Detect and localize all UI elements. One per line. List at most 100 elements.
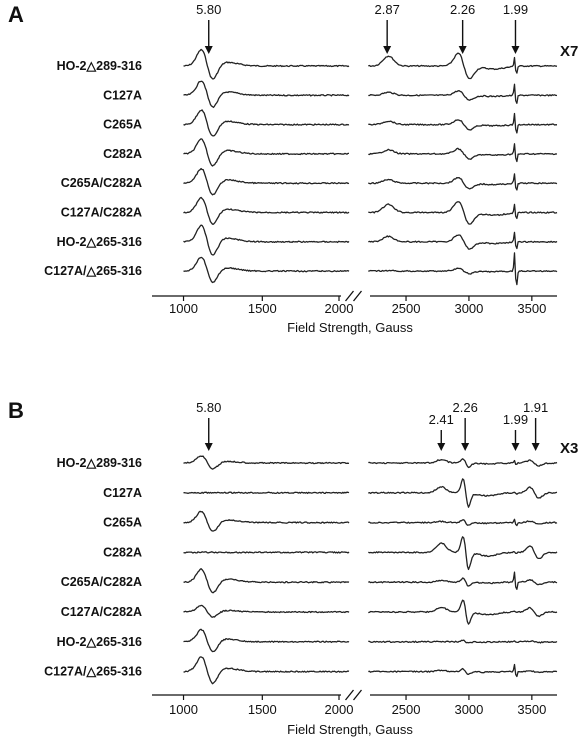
axis-break-mark bbox=[352, 689, 363, 701]
g-value-label: 2.87 bbox=[375, 2, 400, 17]
g-value-arrowhead bbox=[458, 46, 467, 54]
epr-trace-left bbox=[183, 80, 350, 109]
epr-trace-left bbox=[183, 628, 350, 653]
g-value-label: 2.41 bbox=[429, 412, 454, 427]
epr-trace-left bbox=[183, 604, 350, 618]
scale-factor-label: X7 bbox=[560, 43, 578, 60]
sample-label: C127A/C282A bbox=[61, 605, 142, 619]
x-tick-label: 2000 bbox=[325, 301, 354, 316]
epr-trace-right bbox=[368, 639, 558, 644]
g-value-label: 1.99 bbox=[503, 2, 528, 17]
x-tick-label: 2500 bbox=[392, 702, 421, 717]
epr-trace-left bbox=[183, 196, 350, 225]
x-tick-label: 1500 bbox=[248, 301, 277, 316]
g-value-label: 2.26 bbox=[453, 400, 478, 415]
panel-letter: A bbox=[8, 2, 24, 27]
epr-trace-right bbox=[368, 231, 558, 250]
sample-label: C127A/C282A bbox=[61, 206, 142, 220]
epr-trace-right bbox=[368, 571, 558, 590]
sample-label: C127A bbox=[103, 88, 142, 102]
sample-label: C127A/△265-316 bbox=[44, 264, 142, 278]
panel-b: B X3 5.80 2.412.26 1.991.91 HO-2△289-316 C127A… bbox=[8, 398, 578, 737]
epr-trace-right bbox=[368, 52, 558, 80]
g-value-marker: 1.99 bbox=[503, 412, 528, 451]
g-value-marker: 5.80 bbox=[196, 400, 221, 451]
axis-break-mark bbox=[352, 290, 363, 302]
g-value-arrowhead bbox=[204, 46, 213, 54]
g-value-arrowhead bbox=[437, 443, 446, 451]
sample-label: C127A/△265-316 bbox=[44, 665, 142, 679]
g-value-arrowhead bbox=[461, 443, 470, 451]
g-value-arrowhead bbox=[531, 443, 540, 451]
g-value-label: 5.80 bbox=[196, 2, 221, 17]
panel-a: A X7 5.80 2.87 2.26 1.99 HO-2△289-316 C127A C265… bbox=[8, 2, 578, 335]
sample-label: HO-2△265-316 bbox=[57, 635, 142, 649]
epr-trace-right bbox=[368, 663, 558, 678]
epr-trace-right bbox=[368, 173, 558, 191]
epr-trace-right bbox=[368, 536, 558, 571]
g-value-label: 2.26 bbox=[450, 2, 475, 17]
epr-trace-left bbox=[183, 224, 350, 256]
epr-trace-right bbox=[368, 252, 558, 286]
g-value-arrowhead bbox=[383, 46, 392, 54]
epr-trace-right bbox=[368, 478, 558, 508]
g-value-label: 1.91 bbox=[523, 400, 548, 415]
epr-trace-right bbox=[368, 112, 558, 134]
epr-trace-left bbox=[183, 510, 350, 532]
epr-trace-left bbox=[183, 455, 350, 470]
g-value-marker: 2.41 bbox=[429, 412, 454, 451]
epr-trace-left bbox=[183, 568, 350, 594]
g-value-marker: 2.26 bbox=[453, 400, 478, 451]
epr-trace-left bbox=[183, 491, 350, 495]
g-value-marker: 5.80 bbox=[196, 2, 221, 54]
epr-trace-left bbox=[183, 138, 349, 167]
x-tick-label: 2500 bbox=[392, 301, 421, 316]
epr-trace-right bbox=[368, 143, 558, 163]
epr-trace-right bbox=[368, 599, 558, 625]
x-tick-label: 3500 bbox=[517, 702, 546, 717]
x-tick-label: 3000 bbox=[454, 702, 483, 717]
x-tick-label: 3500 bbox=[517, 301, 546, 316]
sample-label: HO-2△289-316 bbox=[57, 456, 142, 470]
x-tick-label: 2000 bbox=[325, 702, 354, 717]
epr-trace-left bbox=[183, 551, 350, 554]
g-value-label: 5.80 bbox=[196, 400, 221, 415]
sample-label: C265A bbox=[103, 516, 142, 530]
sample-label: C265A/C282A bbox=[61, 176, 142, 190]
sample-label: C265A/C282A bbox=[61, 575, 142, 589]
epr-trace-right bbox=[368, 518, 558, 527]
sample-label: C265A bbox=[103, 118, 142, 132]
x-axis-title: Field Strength, Gauss bbox=[287, 722, 413, 737]
sample-label: C127A bbox=[103, 486, 142, 500]
epr-trace-right bbox=[368, 201, 558, 225]
sample-label: HO-2△289-316 bbox=[57, 59, 142, 73]
g-value-arrowhead bbox=[511, 443, 520, 451]
panel-letter: B bbox=[8, 398, 24, 423]
axis-break-mark bbox=[344, 689, 355, 701]
sample-label: HO-2△265-316 bbox=[57, 235, 142, 249]
sample-label: C282A bbox=[103, 545, 142, 559]
sample-label: C282A bbox=[103, 147, 142, 161]
epr-trace-left bbox=[183, 256, 350, 284]
g-value-arrowhead bbox=[511, 46, 520, 54]
epr-trace-left bbox=[183, 167, 350, 196]
scale-factor-label: X3 bbox=[560, 440, 578, 457]
g-value-marker: 1.91 bbox=[523, 400, 548, 451]
g-value-label: 1.99 bbox=[503, 412, 528, 427]
epr-trace-left bbox=[183, 48, 350, 80]
x-axis-title: Field Strength, Gauss bbox=[287, 320, 413, 335]
epr-trace-right bbox=[368, 83, 558, 104]
axis-break-mark bbox=[344, 290, 355, 302]
epr-trace-left bbox=[183, 109, 350, 137]
x-tick-label: 1000 bbox=[169, 702, 198, 717]
x-tick-label: 1000 bbox=[169, 301, 198, 316]
x-tick-label: 1500 bbox=[248, 702, 277, 717]
epr-trace-right bbox=[368, 458, 558, 469]
g-value-marker: 2.87 bbox=[375, 2, 400, 54]
g-value-marker: 1.99 bbox=[503, 2, 528, 54]
epr-trace-left bbox=[183, 656, 350, 685]
g-value-arrowhead bbox=[204, 443, 213, 451]
g-value-marker: 2.26 bbox=[450, 2, 475, 54]
x-tick-label: 3000 bbox=[454, 301, 483, 316]
